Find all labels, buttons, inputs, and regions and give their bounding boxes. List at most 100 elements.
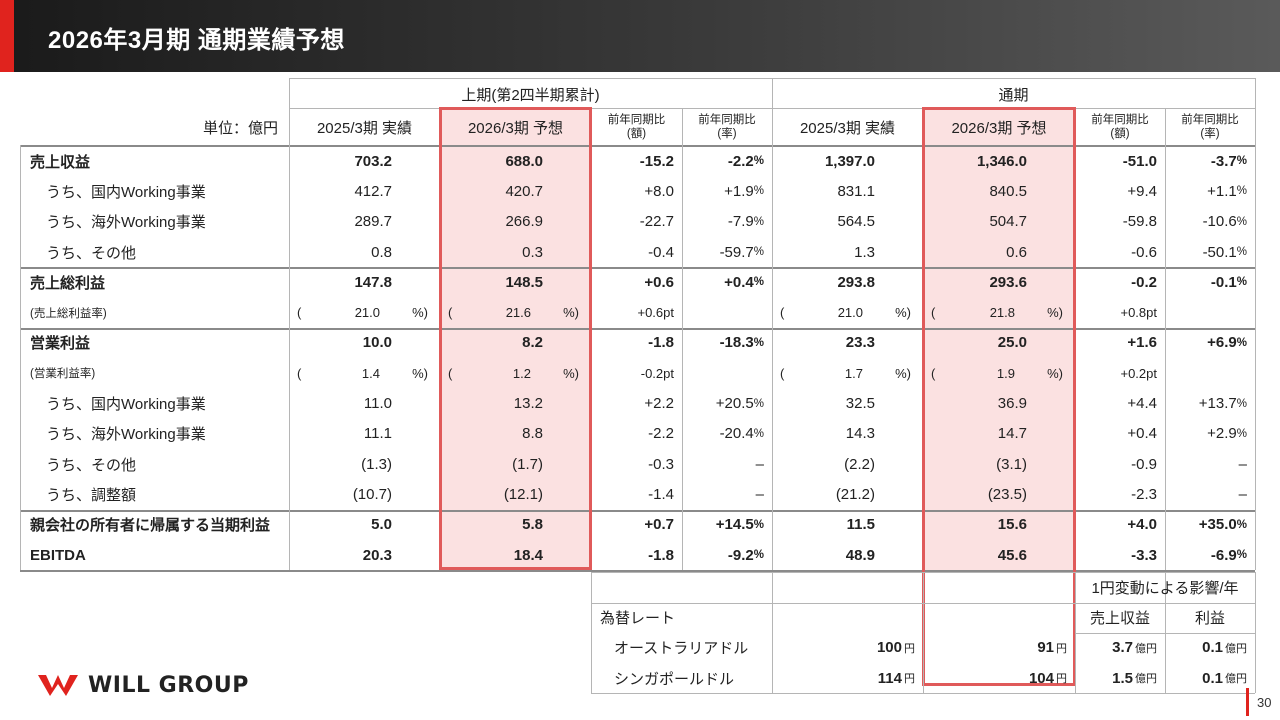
fx-profit-header: 利益 (1165, 603, 1255, 633)
fx-value-text: 104 (1029, 670, 1054, 687)
cell-value: +1.6 (1127, 334, 1157, 351)
table-row-label: (売上総利益率) (30, 298, 295, 328)
cell-value: +35.0 (1199, 516, 1237, 533)
cell-value: +14.5 (716, 516, 754, 533)
unit-label: 単位：億円 (20, 110, 278, 144)
cell-value: – (756, 486, 764, 503)
table-cell: -51.0 (1075, 146, 1157, 176)
cell-value: +0.6 (644, 274, 674, 291)
ratio-close-paren: %) (400, 358, 428, 388)
table-cell: -59.7% (682, 237, 764, 267)
table-cell: -15.2 (591, 146, 674, 176)
fx-rate-label: 為替レート (600, 603, 770, 633)
table-row-label: うち、その他 (46, 237, 311, 267)
cell-value: -0.3 (648, 456, 674, 473)
table-row-label: うち、その他 (46, 449, 311, 479)
table-cell: (10.7) (289, 479, 392, 509)
table-row-label: EBITDA (30, 540, 295, 570)
fy-yoy-rate-label-line2: (率) (1200, 127, 1219, 141)
cell-value: -59.7 (720, 244, 754, 261)
table-row-label: うち、国内Working事業 (46, 176, 311, 206)
table-cell: – (1165, 479, 1247, 509)
cell-value: 14.3 (846, 425, 875, 442)
cell-value: (2.2) (844, 456, 875, 473)
ratio-value: 1.7 (792, 358, 863, 388)
percent-sign: % (754, 398, 764, 410)
point-change: +0.8pt (1075, 298, 1157, 328)
cell-value: -0.9 (1131, 456, 1157, 473)
table-cell: 10.0 (289, 328, 392, 358)
fx-impact-header-text: 1円変動による影響/年 (1091, 577, 1238, 598)
cell-value: -20.4 (720, 425, 754, 442)
table-cell: -2.2 (591, 419, 674, 449)
ratio-value-text: 1.4 (362, 366, 380, 381)
cell-value: +9.4 (1127, 183, 1157, 200)
fx-value-text: 100 (877, 639, 902, 656)
row-label-text: EBITDA (30, 547, 86, 564)
table-cell: – (682, 449, 764, 479)
fy-yoy-rate-label-line1: 前年同期比 (1181, 113, 1239, 127)
table-row-label: 売上総利益 (30, 267, 295, 297)
cell-value: 1.3 (854, 244, 875, 261)
table-cell: (2.2) (772, 449, 875, 479)
cell-value: -0.1 (1211, 274, 1237, 291)
row-label-text: 売上収益 (30, 151, 90, 172)
fx-value-sales: 1.5 億円 (1075, 663, 1157, 693)
column-divider (1255, 78, 1256, 570)
table-cell: +9.4 (1075, 176, 1157, 206)
table-cell: -9.2% (682, 540, 764, 570)
paren-close: %) (895, 366, 911, 381)
table-cell: -18.3% (682, 328, 764, 358)
fx-profit-header-text: 利益 (1195, 607, 1225, 628)
table-cell: +14.5% (682, 510, 764, 540)
cell-value: 5.0 (371, 516, 392, 533)
cell-value: +4.0 (1127, 516, 1157, 533)
cell-value: -0.4 (648, 244, 674, 261)
percent-sign: % (1237, 185, 1247, 197)
table-cell: 289.7 (289, 207, 392, 237)
row-divider (591, 693, 1255, 694)
fx-currency-name-text: シンガポールドル (614, 668, 734, 689)
cell-value: -0.6 (1131, 244, 1157, 261)
fx-value-fcst: 91 円 (923, 633, 1067, 663)
cell-value: +1.9 (724, 183, 754, 200)
table-cell: +20.5% (682, 388, 764, 418)
table-cell: 23.3 (772, 328, 875, 358)
ratio-value-text: 21.0 (838, 305, 863, 320)
cell-value: +2.2 (644, 395, 674, 412)
company-name: WILL GROUP (88, 673, 249, 698)
column-divider (20, 145, 21, 570)
percent-sign: % (754, 216, 764, 228)
cell-value: 32.5 (846, 395, 875, 412)
row-label-text: うち、国内Working事業 (46, 181, 206, 202)
header-accent (0, 0, 14, 72)
table-cell: +35.0% (1165, 510, 1247, 540)
paren-close: %) (412, 366, 428, 381)
fx-impact-header: 1円変動による影響/年 (1075, 572, 1255, 602)
table-cell: 11.1 (289, 419, 392, 449)
cell-value: -1.8 (648, 547, 674, 564)
cell-value: 293.8 (837, 274, 875, 291)
table-cell: – (1165, 449, 1247, 479)
table-cell: -0.6 (1075, 237, 1157, 267)
will-group-logo-icon (36, 672, 80, 698)
percent-sign: % (1237, 276, 1247, 288)
table-cell: +0.6 (591, 267, 674, 297)
table-cell: 5.0 (289, 510, 392, 540)
company-logo: WILL GROUP (36, 672, 249, 698)
percent-sign: % (754, 185, 764, 197)
table-cell: (1.3) (289, 449, 392, 479)
point-change: -0.2pt (591, 358, 674, 388)
cell-value: 11.5 (847, 516, 875, 533)
ratio-value: 21.0 (792, 298, 863, 328)
table-cell: +1.6 (1075, 328, 1157, 358)
cell-value: 20.3 (363, 547, 392, 564)
point-change: +0.2pt (1075, 358, 1157, 388)
group-first-half-label: 上期(第2四半期累計) (461, 84, 599, 105)
table-cell: +0.4% (682, 267, 764, 297)
point-change: +0.6pt (591, 298, 674, 328)
page-number: 30 (1246, 688, 1271, 716)
cell-value: -1.4 (648, 486, 674, 503)
percent-sign: % (754, 337, 764, 349)
fx-value-text: 91 (1037, 639, 1054, 656)
